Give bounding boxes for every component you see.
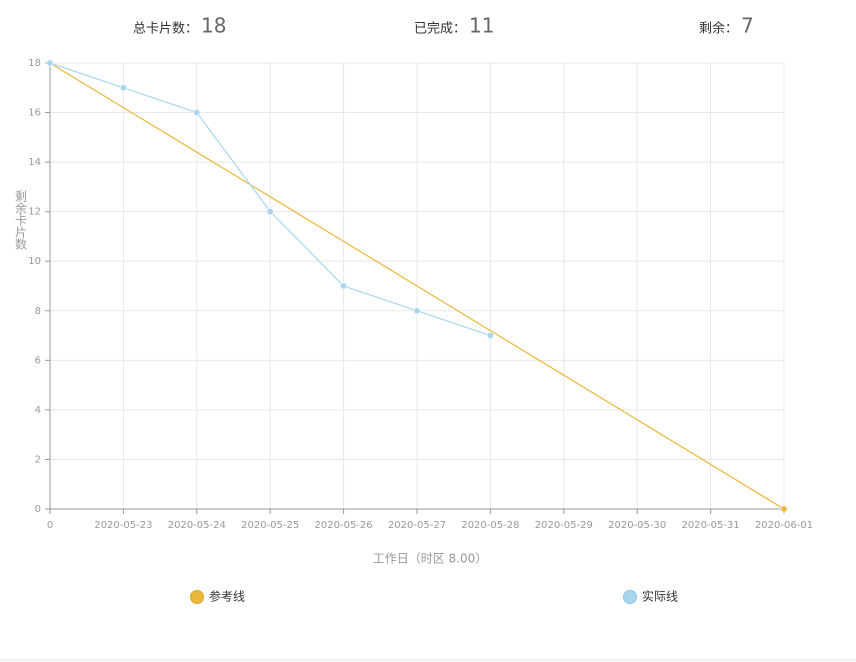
x-tick-label: 2020-05-31 [682,520,740,531]
y-tick-label: 2 [35,454,41,465]
point [340,282,348,290]
point [486,332,494,340]
x-tick-label: 0 [47,520,53,531]
x-tick-label: 2020-05-24 [168,520,226,531]
y-tick-label: 14 [28,157,41,168]
point [413,307,421,315]
legend-marker [623,590,637,604]
summary-value: 11 [469,14,494,38]
y-tick-label: 10 [28,256,41,267]
y-tick-label: 4 [35,405,41,416]
summary-value: 7 [741,14,754,38]
y-tick-label: 16 [28,108,41,119]
y-tick-label: 18 [28,58,41,69]
legend-marker [190,590,204,604]
point [193,109,201,117]
series-line [49,62,785,510]
y-tick-label: 12 [28,207,41,218]
x-tick-label: 2020-05-25 [241,520,299,531]
y-tick-label: 6 [35,355,41,366]
point [780,505,788,513]
x-tick-label: 2020-05-29 [535,520,593,531]
x-tick-label: 2020-05-30 [608,520,666,531]
x-tick-label: 2020-05-26 [315,520,373,531]
x-tick-label: 2020-05-23 [94,520,152,531]
x-tick-label: 2020-05-28 [461,520,519,531]
legend-label: 实际线 [642,589,678,604]
summary-label: 总卡片数： [133,22,198,37]
summary-label: 已完成： [414,22,466,37]
legend-label: 参考线 [209,589,245,604]
x-axis-label: 工作日（时区 8.00） [373,552,488,566]
y-tick-label: 8 [35,306,41,317]
point [119,84,127,92]
y-axis-label: 剩余卡片数 [14,190,28,251]
x-tick-label: 2020-05-27 [388,520,446,531]
x-tick-label: 2020-06-01 [755,520,813,531]
point [46,59,54,67]
y-tick-label: 0 [35,504,41,515]
summary-value: 18 [201,14,226,38]
summary-label: 剩余： [699,21,738,37]
point [266,208,274,216]
